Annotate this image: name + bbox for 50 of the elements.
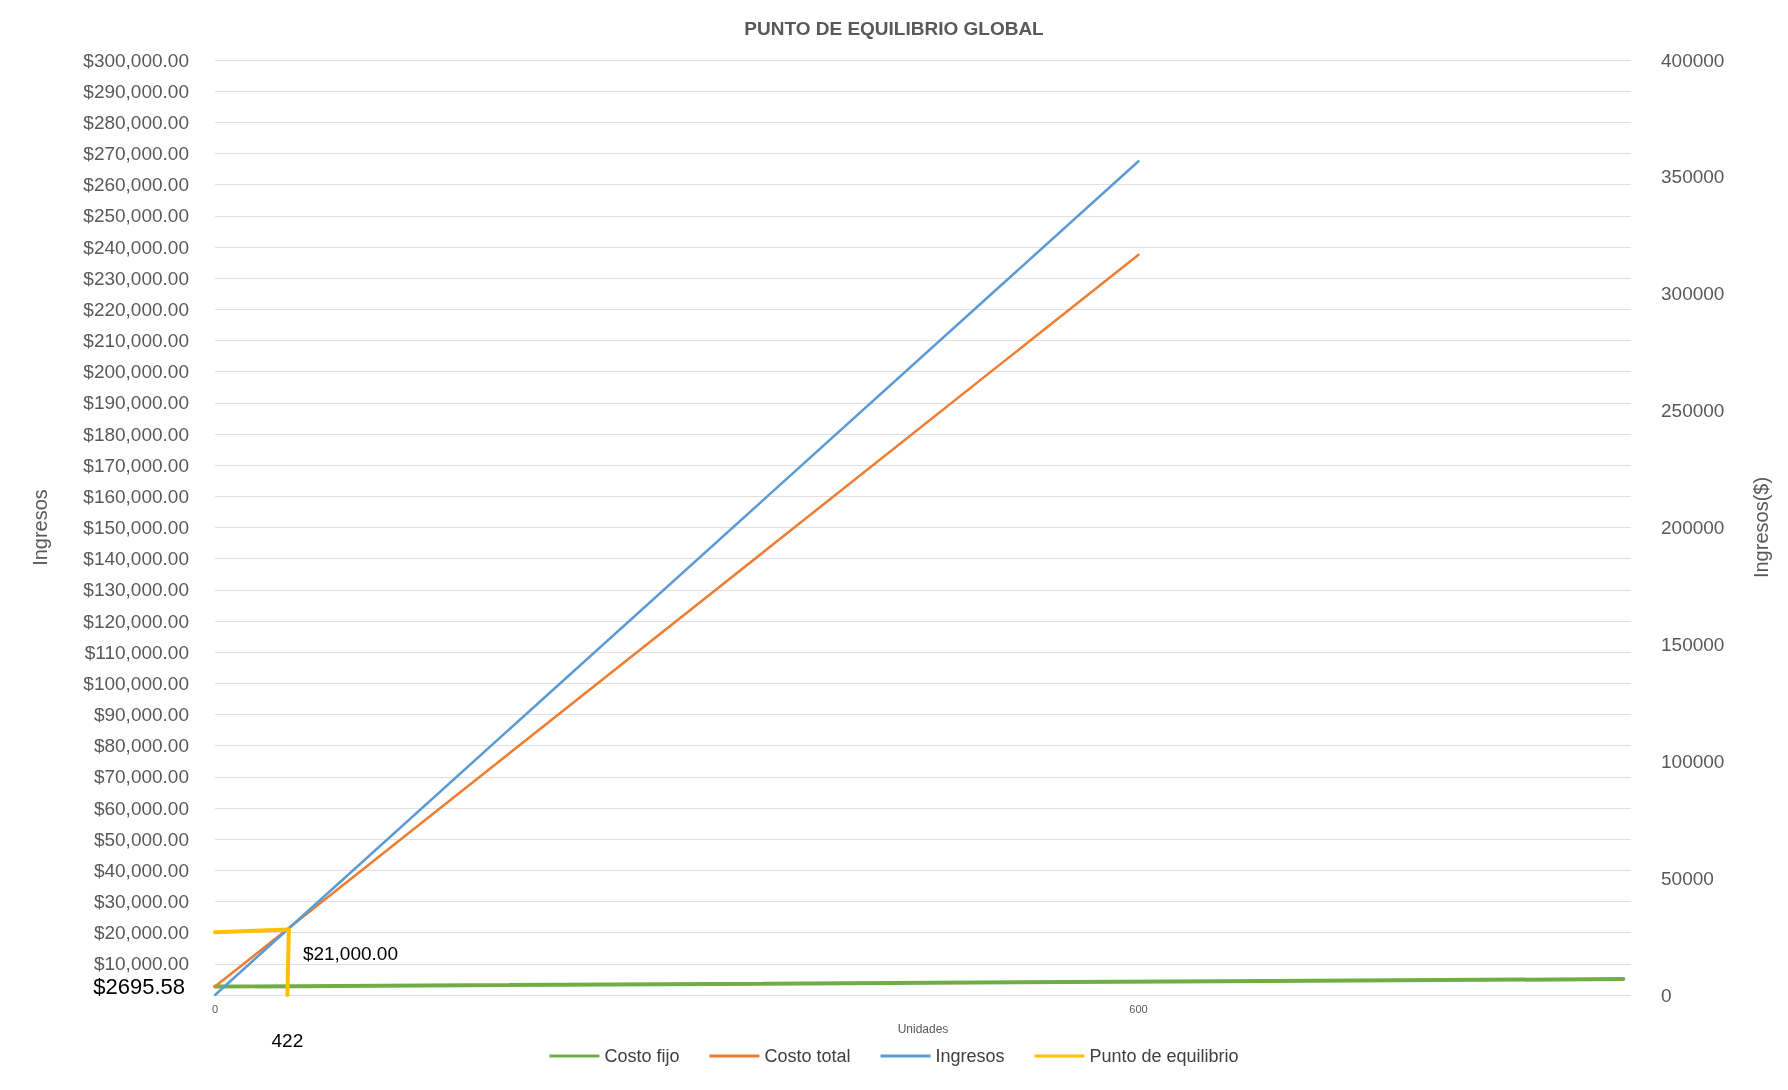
y-tick-label: $70,000.00 [93, 766, 189, 788]
text: $2695.58 [93, 974, 185, 1000]
y-tick-label: $260,000.00 [83, 174, 189, 196]
y-tick-label: $80,000.00 [93, 735, 189, 757]
y-tick-label: $160,000.00 [83, 485, 189, 507]
y2-tick-label: 300000 [1661, 283, 1725, 305]
y2-tick-label: 100000 [1661, 750, 1725, 772]
chart-title: PUNTO DE EQUILIBRIO GLOBAL [744, 18, 1045, 39]
y-tick-label: $90,000.00 [93, 704, 189, 725]
y-tick-label: $150,000.00 [83, 517, 189, 538]
legend-label: Costo fijo [604, 1046, 680, 1066]
y-tick-label: $50,000.00 [93, 828, 189, 850]
y-tick-label: $190,000.00 [83, 392, 189, 414]
y-tick-label: $240,000.00 [83, 236, 189, 258]
y2-tick-label: 200000 [1661, 517, 1725, 538]
y2-tick-label: 250000 [1661, 400, 1725, 422]
y-tick-label: $30,000.00 [93, 891, 189, 912]
annotation: $21,000.00 [302, 943, 398, 965]
y-tick-label: $40,000.00 [93, 859, 189, 881]
y-tick-label: $20,000.00 [93, 922, 189, 944]
y-tick-label: $140,000.00 [83, 548, 189, 570]
y-tick-label: $220,000.00 [83, 298, 189, 320]
x-tick-label: 600 [1129, 1002, 1148, 1015]
y-tick-label: $110,000.00 [84, 641, 189, 663]
y2-tick-label: 350000 [1661, 166, 1725, 188]
legend-label: Punto de equilibrio [1089, 1046, 1239, 1066]
y-tick-label: $210,000.00 [83, 330, 189, 351]
y-tick-label: $230,000.00 [83, 267, 189, 289]
y-tick-label: $60,000.00 [93, 797, 189, 819]
y-tick-label: $120,000.00 [83, 610, 189, 632]
y2-tick-label: 400000 [1661, 49, 1725, 71]
y-tick-label: $10,000.00 [93, 953, 189, 975]
y-tick-label: $280,000.00 [83, 111, 189, 133]
legend-label: Costo total [764, 1046, 851, 1066]
y2-tick-label: 50000 [1661, 867, 1714, 889]
y-tick-label: $290,000.00 [83, 80, 189, 102]
y-tick-label: $250,000.00 [83, 205, 189, 227]
y-tick-label: $170,000.00 [83, 454, 189, 476]
y-tick-label: $270,000.00 [83, 143, 189, 164]
x-axis-title: Unidades [897, 1022, 949, 1036]
text: 422 [271, 1029, 304, 1051]
y-tick-label: $180,000.00 [83, 423, 189, 445]
y-tick-label: $200,000.00 [83, 361, 189, 383]
y-tick-label: $130,000.00 [83, 579, 189, 601]
legend-label: Ingresos [935, 1046, 1005, 1066]
y-axis-title: Ingresos [29, 489, 51, 566]
y-tick-label: $300,000.00 [83, 49, 189, 71]
y2-axis-title: Ingresos($) [1750, 476, 1772, 579]
y2-tick-label: 150000 [1661, 633, 1725, 655]
y-tick-label: $100,000.00 [83, 672, 189, 694]
